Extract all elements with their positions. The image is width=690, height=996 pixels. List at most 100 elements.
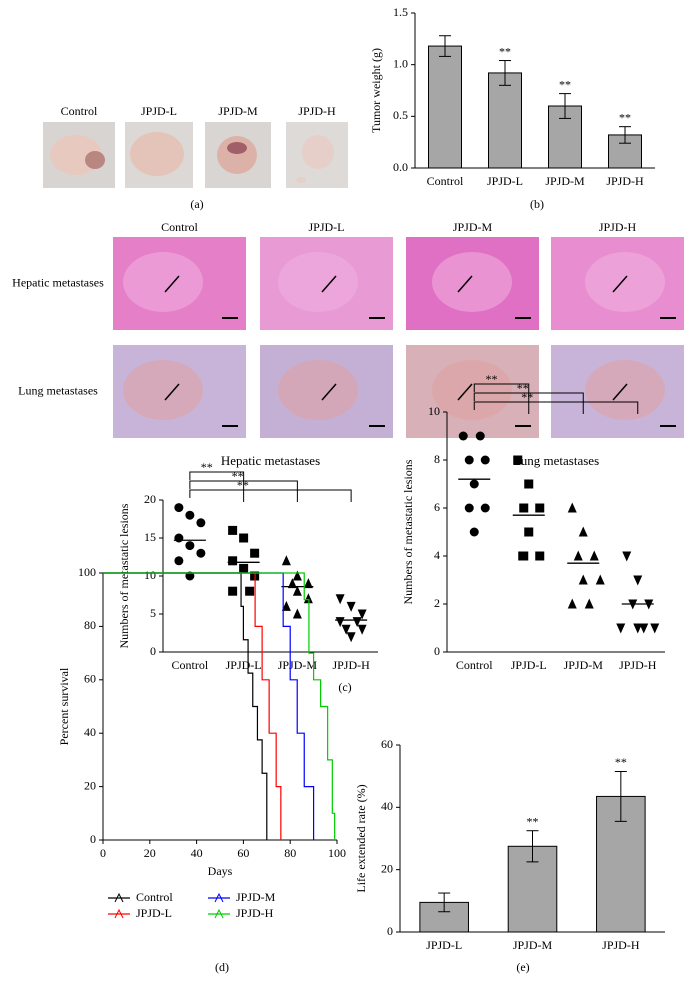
point (228, 586, 238, 596)
significance-label: ** (232, 469, 244, 483)
point (239, 563, 249, 573)
photo-label: Control (61, 104, 98, 118)
arrow (164, 383, 180, 401)
legend-swatch (114, 892, 124, 903)
legend-label: Control (136, 890, 173, 904)
point (346, 632, 356, 643)
point (633, 575, 643, 586)
y-tick-label: 40 (84, 725, 96, 739)
point (357, 624, 367, 635)
significance-label: ** (615, 755, 627, 769)
point (458, 431, 468, 441)
significance-label: ** (201, 460, 213, 474)
significance-label: ** (521, 390, 533, 404)
point (578, 526, 588, 537)
legend-swatch (214, 908, 224, 919)
significance-label: ** (237, 478, 249, 492)
bar (428, 45, 462, 169)
x-tick-label: 80 (284, 846, 296, 860)
point (622, 551, 632, 562)
significance-label: ** (499, 44, 511, 58)
y-tick-label: 2 (434, 596, 440, 610)
x-tick-label: 40 (191, 846, 203, 860)
point (633, 623, 643, 634)
tissue-texture (432, 252, 512, 312)
x-tick-label: JPJD-M (564, 658, 604, 672)
y-tick-label: 0 (90, 832, 96, 846)
y-tick-label: 10 (144, 568, 156, 582)
panel-caption: (e) (516, 960, 529, 974)
significance-label: ** (619, 110, 631, 124)
significance-bracket (189, 471, 245, 502)
y-tick-label: 80 (84, 618, 96, 632)
column-label: JPJD-L (308, 220, 344, 234)
point (196, 518, 206, 528)
y-axis-label: Numbers of metastatic lesions (401, 459, 415, 604)
point (228, 556, 238, 566)
y-tick-label: 1.0 (393, 56, 408, 70)
point (639, 623, 649, 634)
arrow (321, 275, 337, 293)
x-tick-label: JPJD-M (278, 658, 318, 672)
point (524, 527, 534, 537)
photo-label: JPJD-M (218, 104, 258, 118)
x-tick-label: JPJD-L (487, 174, 523, 188)
tissue-texture (278, 360, 358, 420)
tumor (296, 177, 306, 183)
arrow (164, 275, 180, 293)
y-tick-label: 0 (434, 644, 440, 658)
tumor (302, 135, 334, 169)
arrow (321, 383, 337, 401)
panel-caption: (c) (338, 680, 351, 694)
significance-bracket (189, 489, 352, 502)
x-tick-label: 0 (100, 846, 106, 860)
tissue-texture (432, 360, 512, 420)
y-tick-label: 1.5 (393, 5, 408, 19)
x-tick-label: JPJD-M (545, 174, 585, 188)
legend-label: JPJD-H (236, 906, 274, 920)
row-label: Hepatic metastases (12, 275, 104, 289)
significance-bracket (189, 480, 298, 502)
point (464, 455, 474, 465)
survival-curve (103, 572, 336, 840)
photo-panel (43, 122, 348, 188)
point (174, 503, 184, 513)
tumor (85, 151, 105, 169)
x-tick-label: JPJD-H (606, 174, 644, 188)
significance-label: ** (559, 77, 571, 91)
point (535, 551, 545, 561)
legend-label: JPJD-M (236, 890, 276, 904)
point (535, 503, 545, 513)
x-tick-label: Control (172, 658, 209, 672)
x-tick-label: Control (427, 174, 464, 188)
y-tick-label: 6 (434, 500, 440, 514)
y-tick-label: 0.0 (393, 160, 408, 174)
significance-bracket (473, 401, 639, 414)
significance-label: ** (527, 814, 539, 828)
arrow (612, 383, 628, 401)
photo-label: JPJD-L (141, 104, 177, 118)
point (650, 623, 660, 634)
tissue-texture (123, 252, 203, 312)
row-label: Lung metastases (18, 383, 98, 397)
x-tick-label: JPJD-H (619, 658, 657, 672)
panel-caption: (a) (190, 197, 203, 211)
x-tick-label: 100 (328, 846, 346, 860)
significance-label: ** (517, 381, 529, 395)
x-tick-label: Control (456, 658, 493, 672)
y-tick-label: 100 (78, 565, 96, 579)
column-label: JPJD-H (599, 220, 637, 234)
point (464, 503, 474, 513)
y-tick-label: 10 (428, 404, 440, 418)
point (595, 574, 605, 585)
panel-caption: (b) (530, 197, 544, 211)
bar (488, 72, 522, 169)
panel-caption: (d) (215, 960, 229, 974)
point (292, 608, 302, 619)
point (174, 533, 184, 543)
x-tick-label: JPJD-H (602, 938, 640, 952)
histology-panel (113, 237, 684, 438)
point (518, 551, 528, 561)
point (469, 479, 479, 489)
